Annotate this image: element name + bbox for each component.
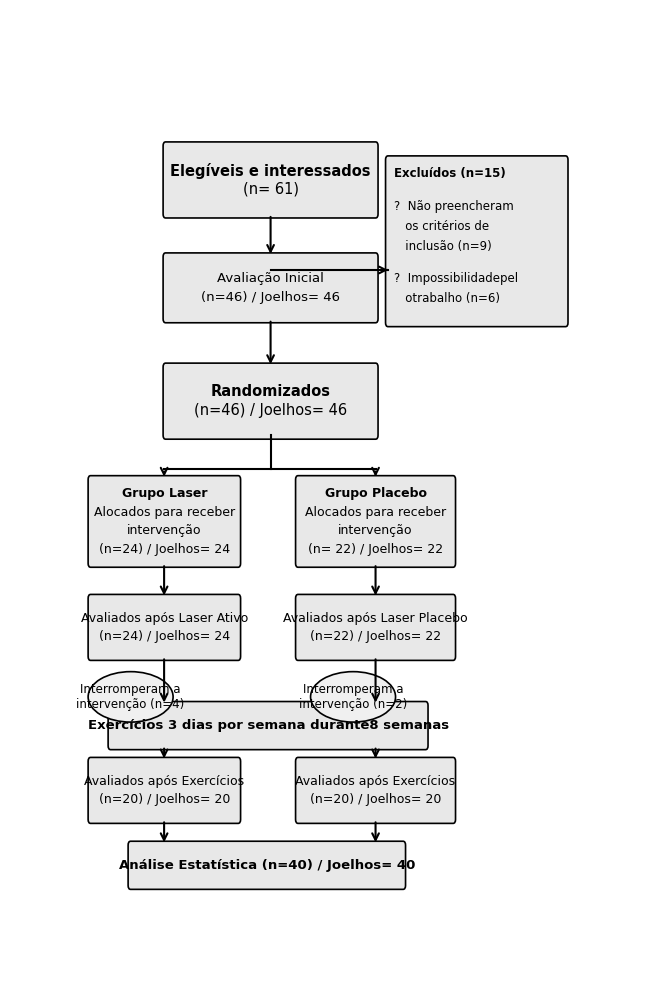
Text: (n=24) / Joelhos= 24: (n=24) / Joelhos= 24: [99, 630, 230, 643]
FancyBboxPatch shape: [108, 702, 428, 750]
Text: Avaliação Inicial: Avaliação Inicial: [217, 272, 324, 285]
Text: Exercícios 3 dias por semana durante8 semanas: Exercícios 3 dias por semana durante8 se…: [88, 719, 449, 732]
Text: otrabalho (n=6): otrabalho (n=6): [394, 292, 500, 305]
Text: Avaliados após Laser Placebo: Avaliados após Laser Placebo: [283, 612, 468, 625]
Text: Alocados para receber: Alocados para receber: [305, 506, 446, 519]
Text: intervenção: intervenção: [127, 524, 202, 537]
Text: intervenção: intervenção: [338, 524, 413, 537]
Text: os critérios de: os critérios de: [394, 220, 489, 233]
Text: (n=46) / Joelhos= 46: (n=46) / Joelhos= 46: [201, 290, 340, 303]
Text: Análise Estatística (n=40) / Joelhos= 40: Análise Estatística (n=40) / Joelhos= 40: [119, 859, 415, 872]
Text: Elegíveis e interessados: Elegíveis e interessados: [170, 162, 371, 178]
Text: (n= 61): (n= 61): [243, 181, 299, 197]
Text: Avaliados após Exercícios: Avaliados após Exercícios: [84, 774, 244, 787]
FancyBboxPatch shape: [295, 476, 455, 568]
Ellipse shape: [88, 671, 173, 722]
FancyBboxPatch shape: [386, 156, 568, 327]
Text: Interromperam a: Interromperam a: [303, 682, 403, 696]
FancyBboxPatch shape: [163, 142, 378, 218]
FancyBboxPatch shape: [163, 253, 378, 323]
Text: Avaliados após Laser Ativo: Avaliados após Laser Ativo: [81, 612, 248, 625]
Text: (n=20) / Joelhos= 20: (n=20) / Joelhos= 20: [99, 793, 230, 806]
Text: Avaliados após Exercícios: Avaliados após Exercícios: [295, 774, 455, 787]
Text: intervenção (n=4): intervenção (n=4): [77, 699, 184, 711]
Text: (n= 22) / Joelhos= 22: (n= 22) / Joelhos= 22: [308, 543, 443, 555]
Text: (n=22) / Joelhos= 22: (n=22) / Joelhos= 22: [310, 630, 441, 643]
FancyBboxPatch shape: [88, 595, 241, 660]
Text: Excluídos (n=15): Excluídos (n=15): [394, 167, 506, 180]
Text: (n=24) / Joelhos= 24: (n=24) / Joelhos= 24: [99, 543, 230, 555]
FancyBboxPatch shape: [295, 595, 455, 660]
Ellipse shape: [311, 671, 395, 722]
Text: Interromperam a: Interromperam a: [81, 682, 181, 696]
Text: (n=46) / Joelhos= 46: (n=46) / Joelhos= 46: [194, 403, 347, 418]
Text: ?  Não preencheram: ? Não preencheram: [394, 200, 514, 213]
FancyBboxPatch shape: [163, 363, 378, 439]
FancyBboxPatch shape: [88, 476, 241, 568]
Text: inclusão (n=9): inclusão (n=9): [394, 240, 491, 253]
Text: ?  Impossibilidadepel: ? Impossibilidadepel: [394, 272, 518, 285]
Text: Randomizados: Randomizados: [210, 384, 331, 399]
FancyBboxPatch shape: [295, 757, 455, 824]
FancyBboxPatch shape: [128, 842, 406, 889]
FancyBboxPatch shape: [88, 757, 241, 824]
Text: intervenção (n=2): intervenção (n=2): [299, 699, 407, 711]
Text: (n=20) / Joelhos= 20: (n=20) / Joelhos= 20: [310, 793, 441, 806]
Text: Alocados para receber: Alocados para receber: [94, 506, 235, 519]
Text: Grupo Laser: Grupo Laser: [122, 487, 207, 500]
Text: Grupo Placebo: Grupo Placebo: [324, 487, 426, 500]
